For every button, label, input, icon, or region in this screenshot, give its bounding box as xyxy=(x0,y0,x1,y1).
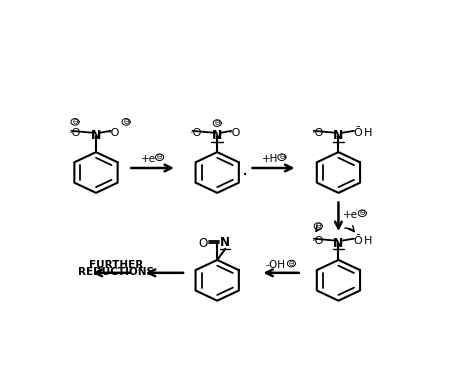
Text: +e: +e xyxy=(141,154,156,164)
Text: FURTHER: FURTHER xyxy=(89,260,143,270)
Text: ·O: ·O xyxy=(311,236,324,246)
Text: H: H xyxy=(364,236,372,246)
Text: ·O: ·O xyxy=(108,128,120,138)
Text: Ō: Ō xyxy=(353,128,362,138)
Text: REDUCTIONS: REDUCTIONS xyxy=(78,267,154,277)
Text: Θ: Θ xyxy=(289,261,294,266)
Text: Θ: Θ xyxy=(215,120,220,126)
Text: Θ: Θ xyxy=(123,119,129,125)
Text: Θ: Θ xyxy=(316,223,321,229)
Text: H: H xyxy=(364,128,372,138)
Text: Θ: Θ xyxy=(73,119,78,125)
Text: ·: · xyxy=(242,166,248,185)
Text: N: N xyxy=(333,237,344,250)
Text: Θ: Θ xyxy=(279,154,284,160)
Text: O: O xyxy=(199,237,208,250)
Text: ·O: ·O xyxy=(228,128,241,138)
Text: ·O: ·O xyxy=(69,128,81,138)
Text: Θ: Θ xyxy=(360,210,365,216)
Text: +H: +H xyxy=(262,154,278,164)
Text: -OH: -OH xyxy=(266,260,286,270)
Text: N: N xyxy=(333,129,344,142)
Text: N: N xyxy=(91,129,101,142)
Text: N: N xyxy=(220,236,230,249)
Text: Ō: Ō xyxy=(353,236,362,246)
Text: N: N xyxy=(212,129,222,142)
Text: ·O: ·O xyxy=(190,128,202,138)
Text: Θ: Θ xyxy=(157,154,162,160)
Text: +e: +e xyxy=(343,210,358,220)
Text: ·O: ·O xyxy=(311,128,324,138)
